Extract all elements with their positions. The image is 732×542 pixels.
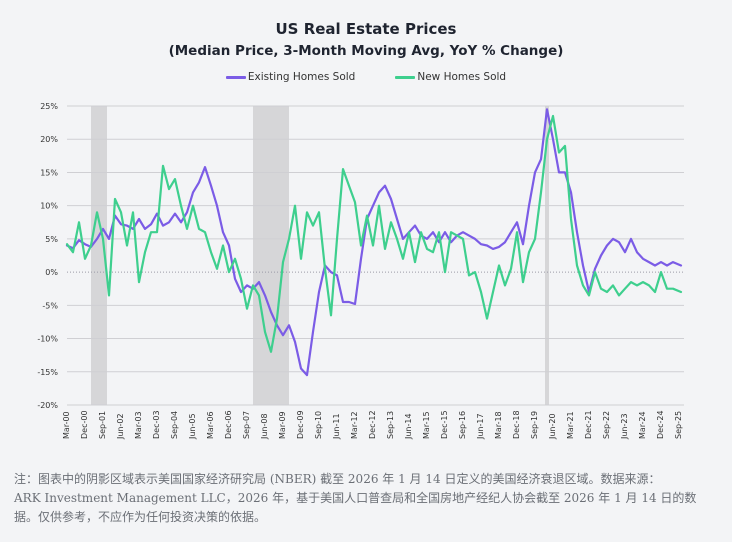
x-tick-label: Dec-24 <box>656 410 665 439</box>
x-tick-label: Dec-15 <box>440 410 449 439</box>
x-tick-label: Jun-23 <box>620 413 629 440</box>
legend-item-new[interactable]: New Homes Sold <box>395 71 506 83</box>
x-tick-label: Jun-02 <box>116 413 125 440</box>
x-tick-label: Dec-03 <box>152 410 161 439</box>
legend-item-existing[interactable]: Existing Homes Sold <box>225 71 356 83</box>
x-tick-label: Dec-09 <box>296 410 305 439</box>
y-tick-label: 5% <box>45 235 58 244</box>
x-tick-label: Mar-21 <box>566 411 575 439</box>
series-line-existing-homes <box>65 108 683 377</box>
chart-title: US Real Estate Prices <box>275 20 457 38</box>
legend-swatch-new <box>395 75 416 79</box>
x-tick-label: Mar-15 <box>422 411 431 439</box>
x-tick-label: Dec-06 <box>224 410 233 439</box>
x-tick-label: Mar-00 <box>62 411 71 439</box>
footnote-line-3: 据。仅供参考，不应作为任何投资决策的依据。 <box>14 510 267 524</box>
x-tick-label: Mar-24 <box>638 411 647 439</box>
x-tick-label: Sep-01 <box>98 411 107 439</box>
footnote-line-1: 注：图表中的阴影区域表示美国国家经济研究局 (NBER) 截至 2026 年 1… <box>14 472 661 486</box>
x-tick-label: Dec-00 <box>80 410 89 439</box>
y-tick-label: -15% <box>37 368 58 377</box>
x-tick-label: Mar-18 <box>494 411 503 439</box>
x-tick-label: Dec-12 <box>368 410 377 439</box>
recession-band-1 <box>91 106 107 405</box>
x-tick-label: Sep-04 <box>170 411 179 439</box>
y-tick-label: -5% <box>42 301 58 310</box>
footnote: 注：图表中的阴影区域表示美国国家经济研究局 (NBER) 截至 2026 年 1… <box>14 470 714 527</box>
x-tick-label: Jun-14 <box>404 413 413 440</box>
x-tick-label: Jun-17 <box>476 413 485 440</box>
x-tick-label: Sep-13 <box>386 411 395 439</box>
recession-band-2 <box>253 106 289 405</box>
x-tick-label: Jun-05 <box>188 413 197 440</box>
x-tick-label: Jun-20 <box>548 413 557 440</box>
y-tick-label: 10% <box>40 202 58 211</box>
y-tick-label: 0% <box>45 268 58 277</box>
x-tick-label: Dec-18 <box>512 410 521 439</box>
x-tick-label: Sep-19 <box>530 411 539 439</box>
y-tick-label: 15% <box>40 168 58 177</box>
x-tick-label: Sep-16 <box>458 411 467 439</box>
legend-label-new: New Homes Sold <box>417 71 507 83</box>
footnote-line-2: ARK Investment Management LLC，2026 年，基于美… <box>14 491 697 505</box>
x-tick-label: Mar-09 <box>278 411 287 439</box>
chart-subtitle: (Median Price, 3-Month Moving Avg, YoY %… <box>168 43 564 59</box>
recession-band-3 <box>545 106 549 405</box>
x-tick-label: Sep-22 <box>602 411 611 439</box>
legend-label-existing: Existing Homes Sold <box>247 71 356 83</box>
y-tick-label: -20% <box>37 401 58 410</box>
x-tick-label: Jun-08 <box>260 413 269 440</box>
x-tick-label: Mar-06 <box>206 411 215 439</box>
x-tick-label: Dec-21 <box>584 410 593 439</box>
legend: Existing Homes Sold New Homes Sold <box>0 71 732 83</box>
x-tick-label: Sep-07 <box>242 411 251 439</box>
y-tick-label: -10% <box>37 335 58 344</box>
x-tick-label: Sep-10 <box>314 411 323 439</box>
x-tick-label: Sep-25 <box>674 411 683 439</box>
x-tick-label: Jun-11 <box>332 413 341 440</box>
y-tick-label: 20% <box>40 135 58 144</box>
series-line-new-homes <box>65 114 683 353</box>
x-tick-label: Mar-03 <box>134 411 143 439</box>
line-chart: 25% 20% 15% 10% 5% 0% -5% -10% -15% -20% Mar-00 Dec… <box>37 102 684 440</box>
x-tick-label: Mar-12 <box>350 411 359 439</box>
legend-swatch-existing <box>225 75 246 79</box>
y-tick-label: 25% <box>40 102 58 111</box>
